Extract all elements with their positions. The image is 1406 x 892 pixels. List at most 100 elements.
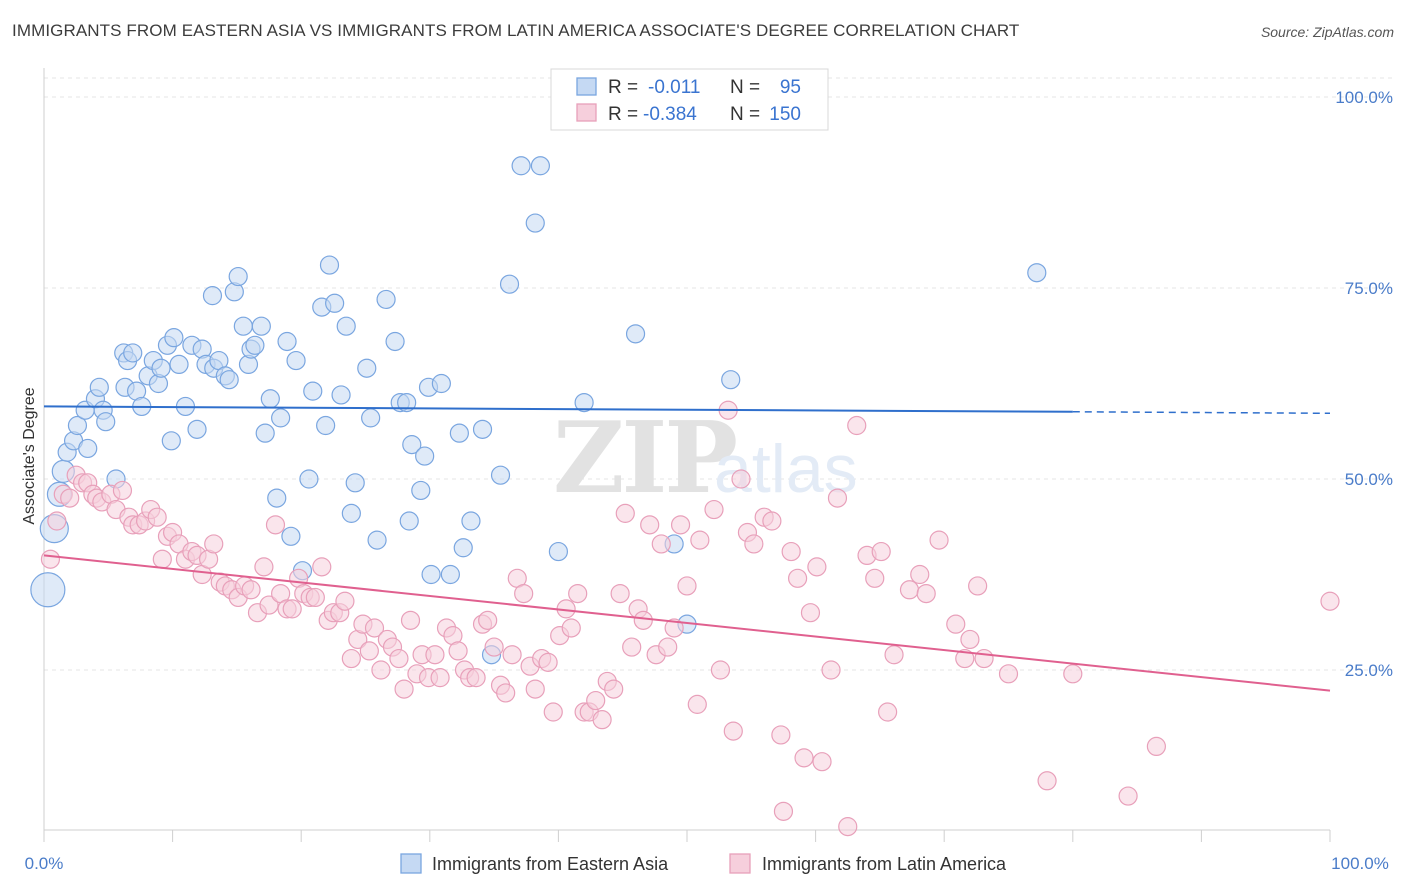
eastern-asia-point-17 [123,343,143,363]
eastern-asia-point-64 [361,408,381,428]
latin-america-point-140 [968,576,988,596]
eastern-asia-point-40 [233,316,253,336]
bottom-legend-label-latin-america: Immigrants from Latin America [762,854,1007,874]
eastern-asia-point-92 [721,370,741,390]
latin-america-point-133 [899,580,920,600]
latin-america-point-19 [152,549,172,569]
latin-america-point-89 [568,583,588,604]
latin-america-point-143 [1037,771,1057,791]
latin-america-point-126 [838,817,858,837]
eastern-asia-point-88 [574,393,594,413]
x-tick-label-1: 100.0% [1331,854,1389,873]
x-tick-labels: 0.0% 100.0% [25,854,1389,873]
latin-america-point-100 [633,610,653,630]
latin-america-point-115 [744,534,764,554]
latin-america-point-150 [687,694,707,714]
latin-america-point-98 [622,637,642,657]
watermark: ZIP atlas [553,401,858,516]
latin-america-point-3 [60,488,80,508]
latin-america-point-142 [998,664,1019,684]
latin-america-point-38 [265,515,286,535]
latin-america-point-74 [478,610,498,630]
latin-america-point-72 [466,668,486,688]
latin-america-point-84 [538,652,558,672]
eastern-asia-point-85 [530,156,550,176]
latin-america-point-144 [1063,664,1083,684]
eastern-asia-point-87 [548,541,569,562]
series-eastern-asia [30,156,1047,665]
latin-america-point-55 [364,618,385,638]
latin-america-point-108 [690,530,710,550]
latin-america-point-12 [112,480,133,501]
eastern-asia-point-0 [30,572,66,608]
eastern-asia-point-12 [96,412,116,432]
legend: R = -0.011 N = 95 R = -0.384 N = 150 [550,68,829,131]
trend-line-eastern-asia [43,405,1073,413]
eastern-asia-point-69 [397,393,417,413]
latin-america-point-65 [425,645,445,665]
y-tick-label-3: 25.0% [1345,661,1393,680]
watermark-zip: ZIP [553,401,736,516]
eastern-asia-point-57 [319,255,340,275]
latin-america-point-59 [389,648,409,669]
latin-america-point-92 [586,690,606,711]
eastern-asia-point-72 [411,480,431,501]
legend-box [550,68,829,131]
eastern-asia-point-51 [286,350,306,371]
latin-america-point-122 [800,603,821,623]
eastern-asia-point-26 [164,328,184,348]
y-axis-label: Associate's Degree [21,387,38,524]
eastern-asia-point-89 [625,324,646,344]
eastern-asia-point-65 [367,530,387,550]
latin-america-point-88 [561,618,581,638]
latin-america-point-120 [787,568,808,588]
eastern-asia-point-83 [499,274,520,294]
bottom-legend-swatch-eastern-asia [400,853,422,874]
eastern-asia-point-48 [271,408,291,428]
eastern-asia-point-80 [461,511,481,531]
legend-n-label-1: N = [730,104,760,125]
latin-america-point-41 [282,599,302,619]
legend-n-value-1: 150 [769,104,801,125]
eastern-asia-point-47 [267,488,287,508]
latin-america-point-127 [847,415,867,436]
latin-america-point-1 [47,511,67,531]
latin-america-point-18 [147,507,167,527]
latin-america-point-137 [946,614,966,634]
eastern-asia-point-84 [511,156,531,176]
latin-america-point-93 [592,710,612,730]
trend-line-latin-america [43,554,1331,692]
eastern-asia-point-86 [525,213,545,233]
latin-america-point-109 [704,499,724,520]
legend-r-value-1: -0.384 [643,104,697,125]
latin-america-point-66 [430,668,450,688]
latin-america-point-46 [312,557,332,577]
latin-america-point-36 [254,557,274,577]
eastern-asia-point-30 [187,419,207,439]
latin-america-point-85 [543,702,563,722]
eastern-asia-point-34 [202,286,223,306]
latin-america-point-136 [929,530,949,550]
latin-america-point-130 [871,541,891,562]
series-latin-america [40,400,1340,837]
eastern-asia-point-62 [345,473,365,493]
latin-america-point-75 [484,637,504,657]
legend-r-label-1: R = [608,104,638,125]
latin-america-point-132 [884,645,904,665]
latin-america-point-123 [807,557,827,577]
latin-america-point-106 [670,515,691,535]
latin-america-point-78 [502,645,522,665]
eastern-asia-point-23 [151,358,171,378]
latin-america-point-105 [664,618,684,638]
eastern-asia-point-70 [399,511,419,531]
latin-america-point-56 [371,660,391,680]
eastern-asia-point-82 [490,465,511,485]
latin-america-point-110 [710,660,731,680]
eastern-asia-point-67 [385,331,405,352]
eastern-asia-point-25 [161,431,181,451]
axes [43,68,1331,842]
eastern-asia-point-59 [331,385,351,405]
latin-america-point-45 [305,587,325,608]
latin-america-point-101 [640,515,660,535]
